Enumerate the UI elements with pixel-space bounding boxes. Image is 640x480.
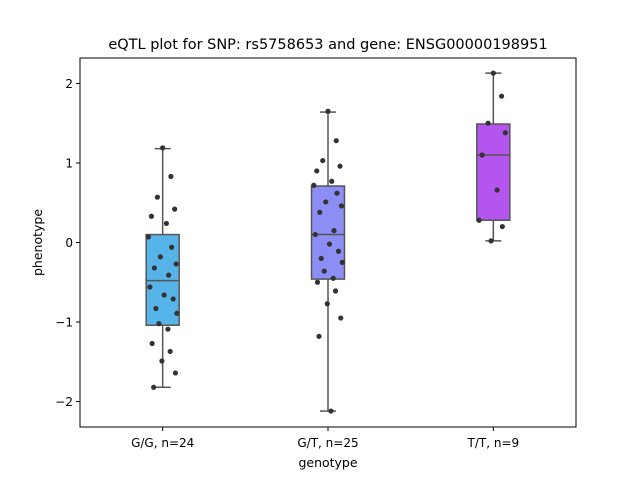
data-point [151,265,158,271]
box-iqr [145,233,180,326]
data-point [490,70,496,76]
data-point [498,93,505,99]
chart-title: eQTL plot for SNP: rs5758653 and gene: E… [108,37,547,53]
data-point [333,138,339,144]
data-point [338,203,345,209]
data-point [326,241,333,247]
data-point [161,292,167,298]
data-point [166,272,172,278]
y-axis-label: phenotype [30,209,45,276]
data-point [318,255,324,262]
data-point [168,173,174,180]
data-point [335,248,342,254]
data-point [325,108,331,114]
data-point [331,227,337,234]
data-point [324,301,330,307]
data-point [494,187,500,193]
data-point [334,190,340,196]
data-point [502,130,508,136]
data-point [169,244,175,250]
data-point [173,261,179,267]
data-point [153,305,159,312]
data-point [159,358,165,364]
data-point [154,194,161,200]
data-point [332,288,339,294]
x-tick-label: T/T, n=9 [467,436,520,450]
data-point [329,178,335,184]
data-point [151,384,157,390]
data-point [476,217,482,223]
y-tick-label: −1 [55,316,73,330]
data-point [172,206,178,212]
data-point [314,168,320,174]
data-point [311,182,317,188]
data-point [174,310,180,316]
data-point [320,157,326,164]
x-axis-label: genotype [298,455,357,470]
x-tick-label: G/T, n=25 [297,436,358,450]
y-tick-label: 0 [65,236,73,250]
data-point [149,340,155,347]
data-point [167,348,173,355]
data-point [330,275,336,281]
y-tick-label: 2 [65,77,73,91]
x-tick-label: G/G, n=24 [131,436,194,450]
data-point [145,234,152,240]
data-point [339,259,345,265]
data-point [499,223,505,230]
data-point [157,254,164,260]
y-tick-label: −2 [55,395,73,409]
data-point [321,268,327,274]
data-point [316,333,322,339]
data-point [323,199,329,205]
data-point [338,315,344,321]
data-point [317,209,323,215]
plot-area: −2 −1 0 1 2 G/G, n=24 G/T, n=25 T/T, n=9 [55,70,520,450]
data-point [337,163,343,169]
data-point [156,321,162,327]
data-point [147,284,153,290]
data-point [160,145,166,151]
plot-frame [79,57,577,428]
data-point [485,120,491,126]
data-point [148,213,155,219]
data-point [170,296,176,302]
box-iqr [476,123,511,221]
data-point [328,408,334,414]
data-point [488,238,494,244]
data-point [172,370,179,376]
data-point [163,220,170,227]
data-point [314,279,321,285]
data-point [165,326,171,332]
data-point [312,231,318,238]
y-tick-label: 1 [65,156,73,170]
data-point [479,152,485,158]
